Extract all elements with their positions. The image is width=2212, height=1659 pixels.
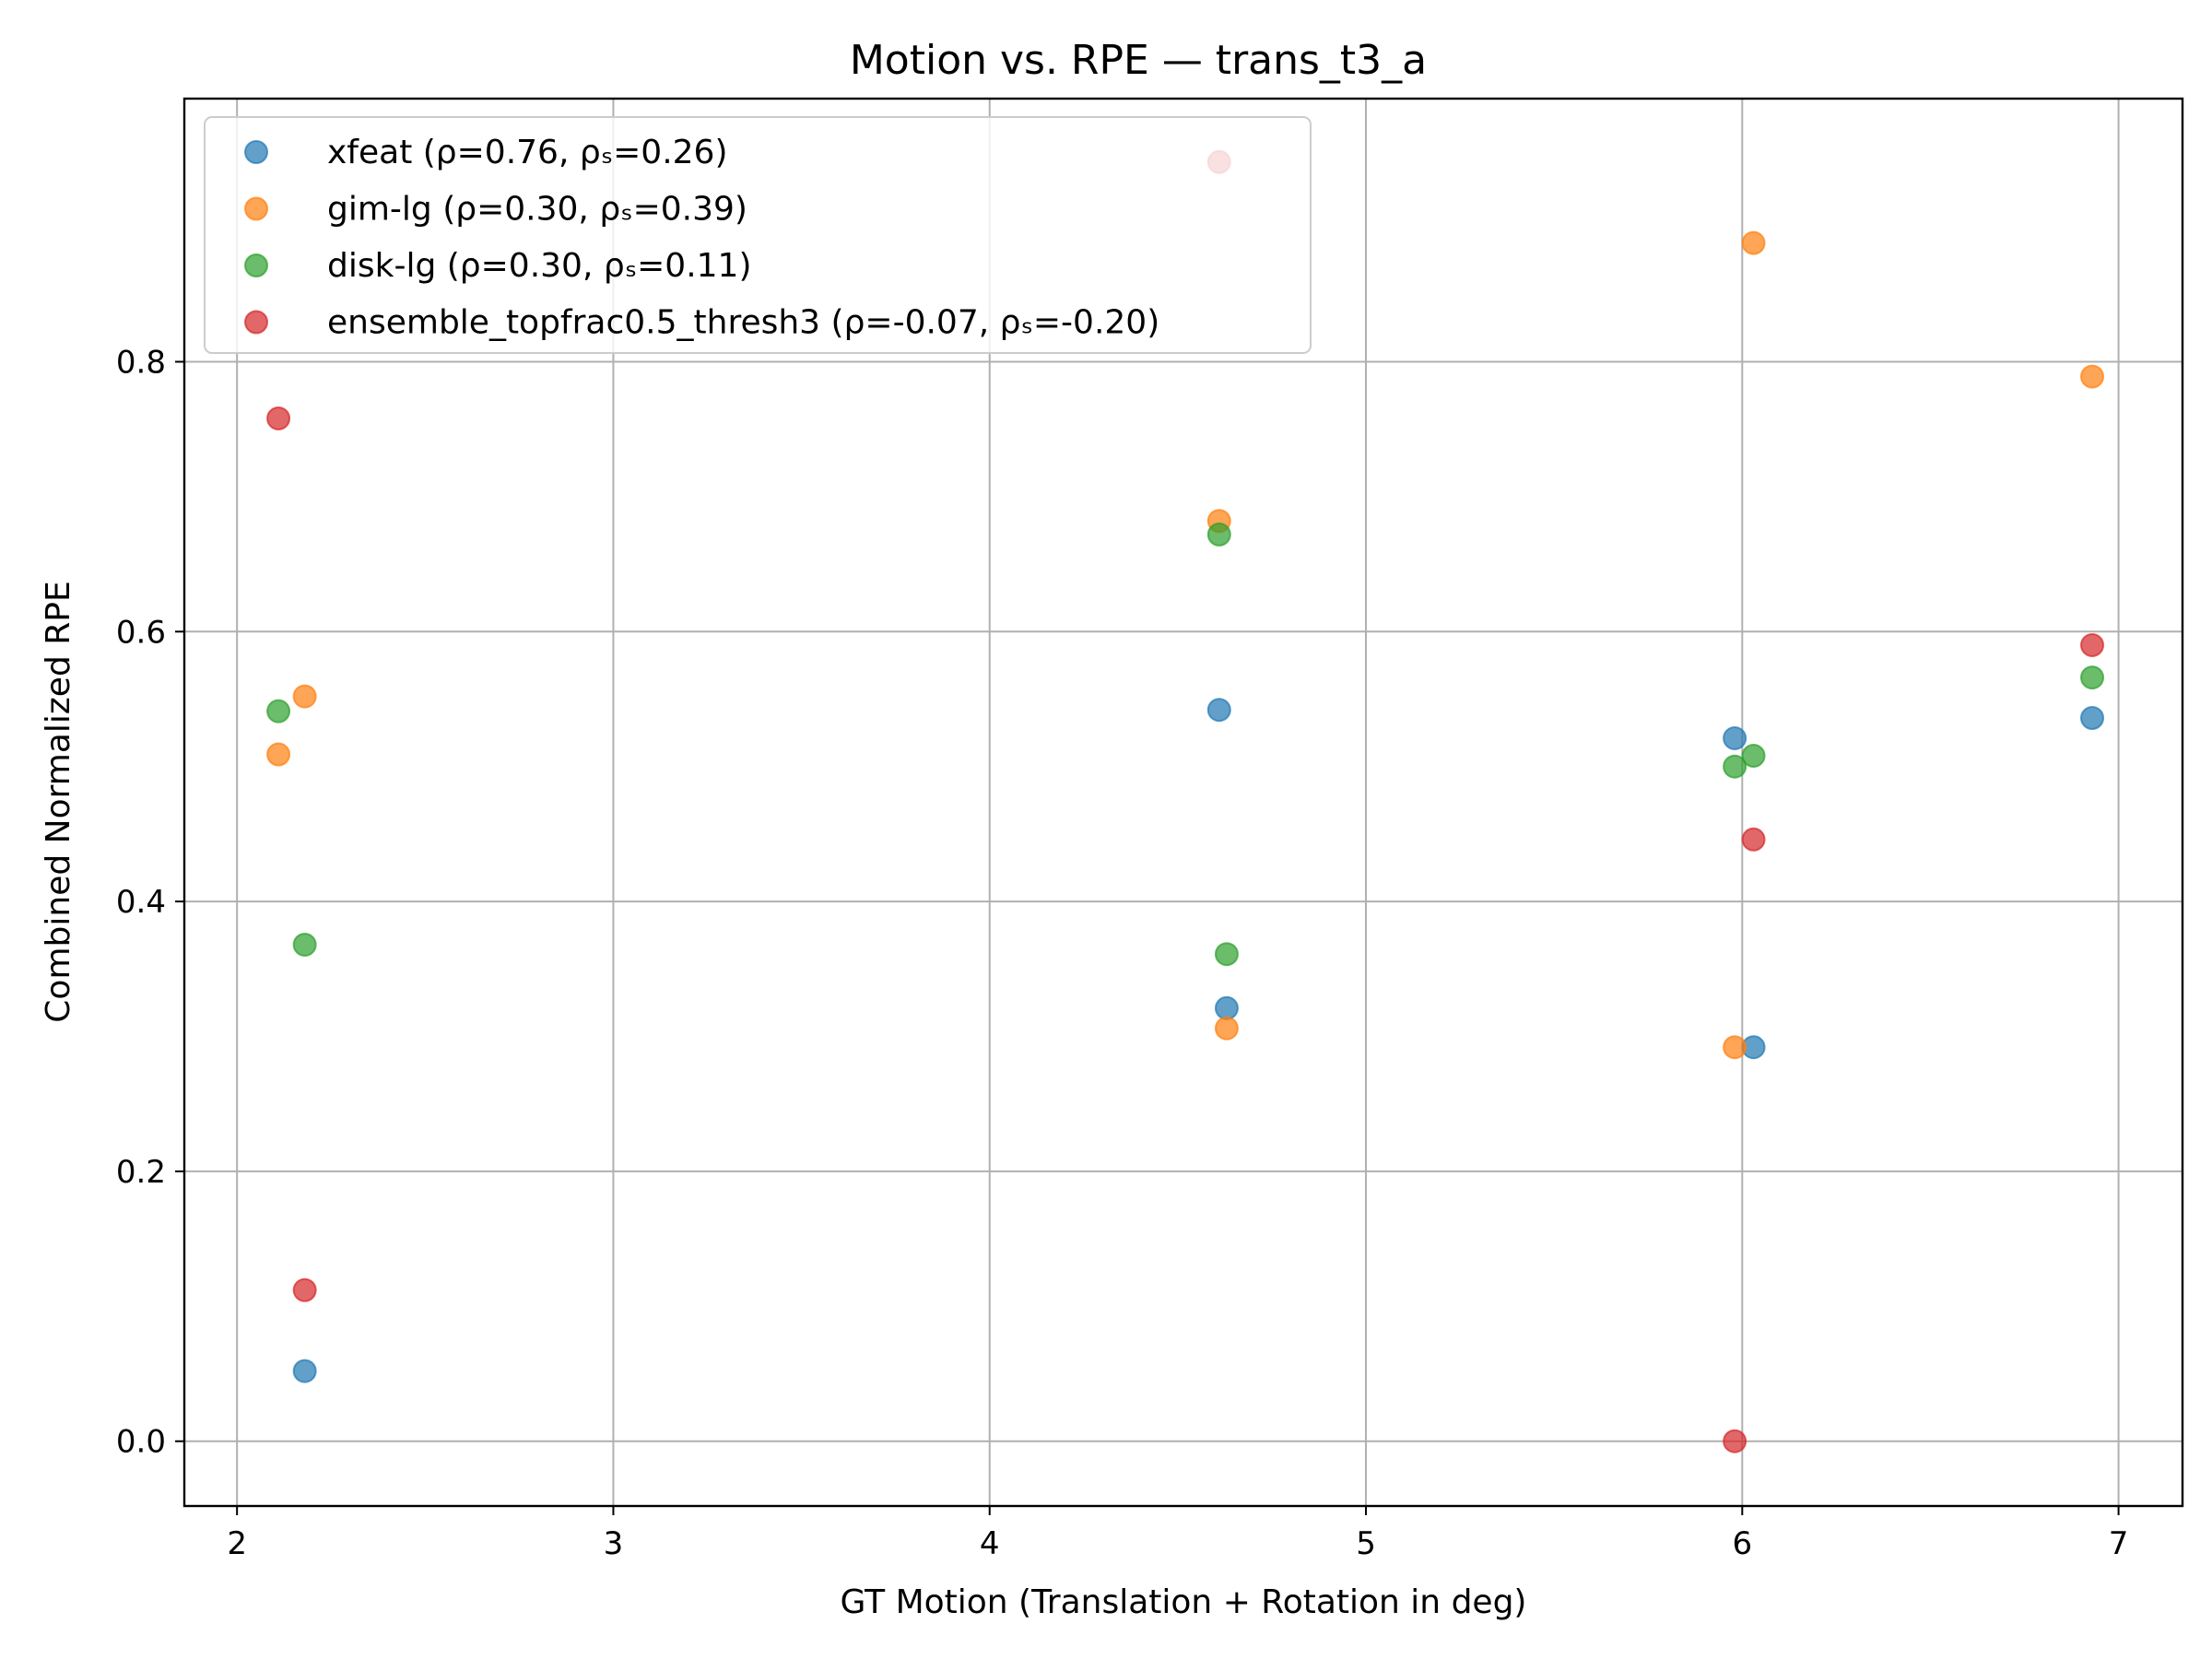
legend-marker — [244, 253, 268, 277]
y-axis-ticks: 0.0 0.2 0.4 0.6 0.8 — [116, 344, 184, 1461]
scatter-point — [2080, 705, 2105, 730]
plot-frame — [182, 97, 2184, 1508]
y-axis-label: Combined Normalized RPE — [40, 581, 77, 1022]
x-tick-label: 7 — [2109, 1525, 2129, 1562]
scatter-point — [1214, 1016, 1239, 1041]
scatter-point — [292, 684, 317, 709]
scatter-point — [1206, 522, 1231, 547]
scatter-point — [1723, 754, 1747, 779]
scatter-point — [292, 1277, 317, 1302]
x-tick-label: 2 — [227, 1525, 247, 1562]
scatter-point — [1206, 698, 1231, 723]
y-tick-label: 0.4 — [116, 884, 166, 921]
scatter-point — [2080, 364, 2105, 389]
x-tick-label: 4 — [980, 1525, 1000, 1562]
scatter-point — [292, 932, 317, 957]
scatter-point — [2080, 665, 2105, 690]
x-tick-label: 5 — [1356, 1525, 1376, 1562]
y-tick-label: 0.8 — [116, 344, 166, 381]
x-tick-label: 3 — [604, 1525, 624, 1562]
y-tick-label: 0.6 — [116, 614, 166, 651]
x-axis-ticks: 2 3 4 5 6 7 — [227, 1506, 2128, 1562]
y-tick-label: 0.0 — [116, 1424, 166, 1461]
legend-marker — [244, 196, 268, 221]
x-tick-label: 6 — [1732, 1525, 1752, 1562]
scatter-point — [266, 742, 291, 767]
scatter-point — [266, 699, 291, 724]
scatter-point — [2080, 632, 2105, 657]
scatter-point — [1723, 725, 1747, 750]
legend-label: xfeat (ρ=0.76, ρₛ=0.26) — [327, 134, 728, 171]
scatter-point — [1741, 743, 1766, 768]
data-points — [266, 149, 2105, 1453]
legend: xfeat (ρ=0.76, ρₛ=0.26) gim-lg (ρ=0.30, ρ… — [204, 116, 1312, 354]
legend-marker — [244, 310, 268, 335]
legend-box — [204, 116, 1312, 354]
scatter-point — [1214, 995, 1239, 1020]
x-axis-label: GT Motion (Translation + Rotation in deg… — [841, 1583, 1527, 1621]
scatter-point — [1723, 1035, 1747, 1060]
legend-label: gim-lg (ρ=0.30, ρₛ=0.39) — [327, 191, 747, 229]
legend-marker — [244, 140, 268, 164]
scatter-point — [292, 1359, 317, 1383]
legend-label: disk-lg (ρ=0.30, ρₛ=0.11) — [327, 247, 752, 285]
scatter-point — [1741, 230, 1766, 255]
scatter-point — [1214, 942, 1239, 967]
chart-title: Motion vs. RPE — trans_t3_a — [850, 37, 1427, 84]
legend-label: ensemble_topfrac0.5_thresh3 (ρ=-0.07, ρₛ… — [327, 304, 1159, 342]
scatter-point — [1723, 1429, 1747, 1453]
scatter-point — [266, 406, 291, 430]
scatter-point — [1741, 827, 1766, 852]
y-tick-label: 0.2 — [116, 1154, 166, 1191]
